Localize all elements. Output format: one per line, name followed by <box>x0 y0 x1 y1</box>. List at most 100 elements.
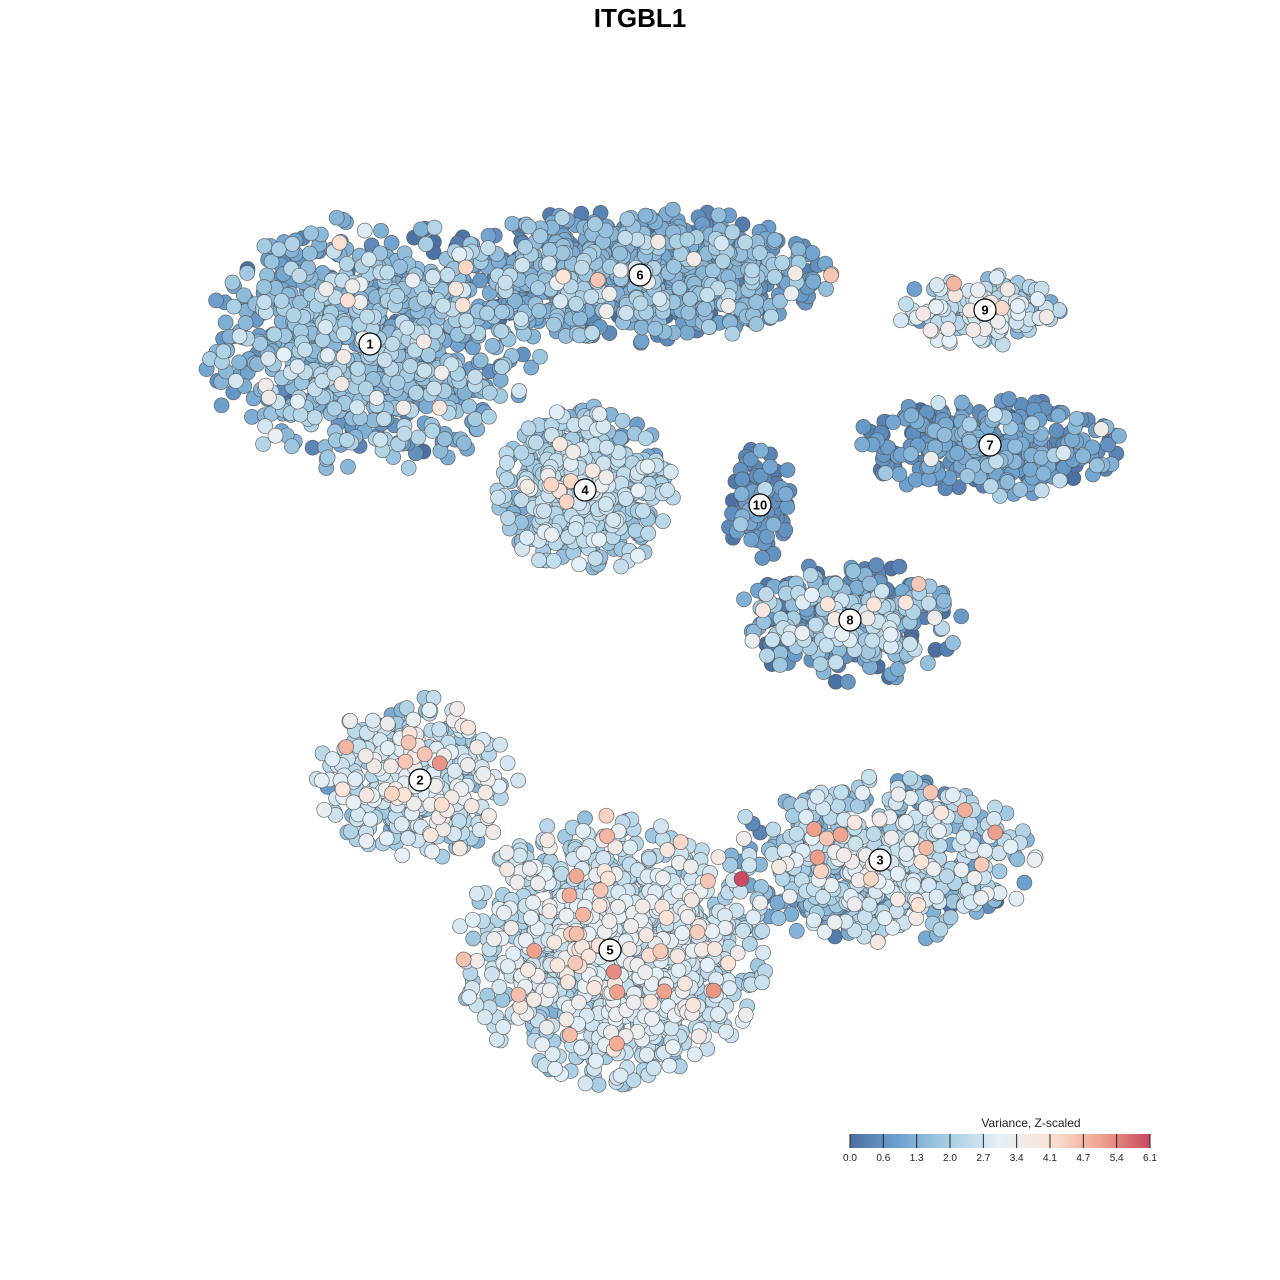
data-point <box>679 324 696 341</box>
data-point <box>340 458 356 475</box>
data-point <box>804 245 821 261</box>
data-point <box>360 251 377 268</box>
data-point <box>431 721 448 738</box>
data-point <box>531 303 547 319</box>
data-point <box>949 445 966 461</box>
data-point <box>936 427 953 443</box>
data-point <box>239 265 256 281</box>
data-point <box>682 291 698 307</box>
data-point <box>435 297 452 314</box>
data-point <box>953 608 970 625</box>
data-point <box>536 502 552 519</box>
data-point <box>472 272 489 289</box>
data-point <box>511 383 527 399</box>
data-point <box>554 210 571 226</box>
data-point <box>528 434 544 451</box>
data-point <box>256 279 272 295</box>
data-point <box>902 770 919 787</box>
data-point <box>891 558 908 575</box>
data-point <box>1075 448 1091 464</box>
data-point <box>906 281 923 297</box>
data-point <box>865 826 882 842</box>
data-point <box>513 444 530 461</box>
data-point <box>999 474 1016 490</box>
data-point <box>532 348 548 365</box>
data-point <box>788 923 805 939</box>
data-point <box>893 312 909 329</box>
data-point <box>389 288 406 304</box>
data-point <box>510 772 527 789</box>
data-point <box>493 323 510 339</box>
data-point <box>713 235 730 252</box>
data-point <box>225 298 242 315</box>
data-point <box>301 245 318 262</box>
data-point <box>765 516 782 533</box>
data-point <box>613 558 629 575</box>
data-point <box>1001 391 1017 407</box>
data-point <box>724 224 741 241</box>
data-point <box>945 635 961 651</box>
data-point <box>699 287 716 303</box>
data-point <box>303 225 319 242</box>
data-point <box>273 292 290 309</box>
data-point <box>1111 427 1127 444</box>
data-point <box>742 451 759 468</box>
data-point <box>208 292 224 309</box>
data-point <box>572 310 588 327</box>
data-point <box>539 818 556 835</box>
data-point <box>617 490 634 507</box>
data-point <box>736 591 752 608</box>
data-point <box>541 242 558 258</box>
data-point <box>283 438 300 455</box>
data-point <box>228 373 244 389</box>
data-point <box>647 320 664 337</box>
data-point <box>456 435 472 452</box>
data-point <box>584 325 600 341</box>
data-point <box>1100 436 1116 453</box>
data-point <box>372 431 389 448</box>
data-point <box>671 280 688 296</box>
data-point <box>530 280 546 297</box>
data-point <box>744 262 761 279</box>
data-point <box>790 241 807 258</box>
data-point <box>266 326 283 343</box>
data-point <box>1048 422 1065 439</box>
data-point <box>632 295 649 312</box>
data-point <box>645 1060 662 1077</box>
data-point <box>788 825 805 842</box>
data-point <box>400 830 416 846</box>
chart-title: ITGBL1 <box>594 3 686 33</box>
data-point <box>818 281 834 297</box>
data-point <box>567 521 584 537</box>
data-point <box>413 221 429 238</box>
data-point <box>531 552 547 568</box>
data-point <box>1012 481 1029 498</box>
data-point <box>903 407 920 424</box>
data-point <box>500 510 516 526</box>
data-point <box>511 847 528 864</box>
data-point <box>256 294 273 310</box>
data-point <box>231 328 248 345</box>
data-point <box>284 236 301 252</box>
data-point <box>439 267 456 283</box>
data-point <box>291 267 308 284</box>
data-point <box>651 291 668 307</box>
data-point <box>635 503 651 519</box>
data-point <box>292 406 309 423</box>
data-point <box>396 425 413 442</box>
data-point <box>735 923 751 939</box>
data-point <box>410 429 427 446</box>
data-point <box>741 936 758 952</box>
data-point <box>399 319 416 336</box>
data-point <box>1007 438 1023 455</box>
data-point <box>637 430 654 447</box>
data-point <box>861 769 877 785</box>
data-point <box>514 257 531 273</box>
data-point <box>328 209 345 226</box>
data-point <box>840 674 856 690</box>
data-point <box>850 798 866 814</box>
data-point <box>472 352 489 369</box>
data-point <box>932 921 949 938</box>
data-point <box>231 354 247 371</box>
data-point <box>598 439 615 456</box>
